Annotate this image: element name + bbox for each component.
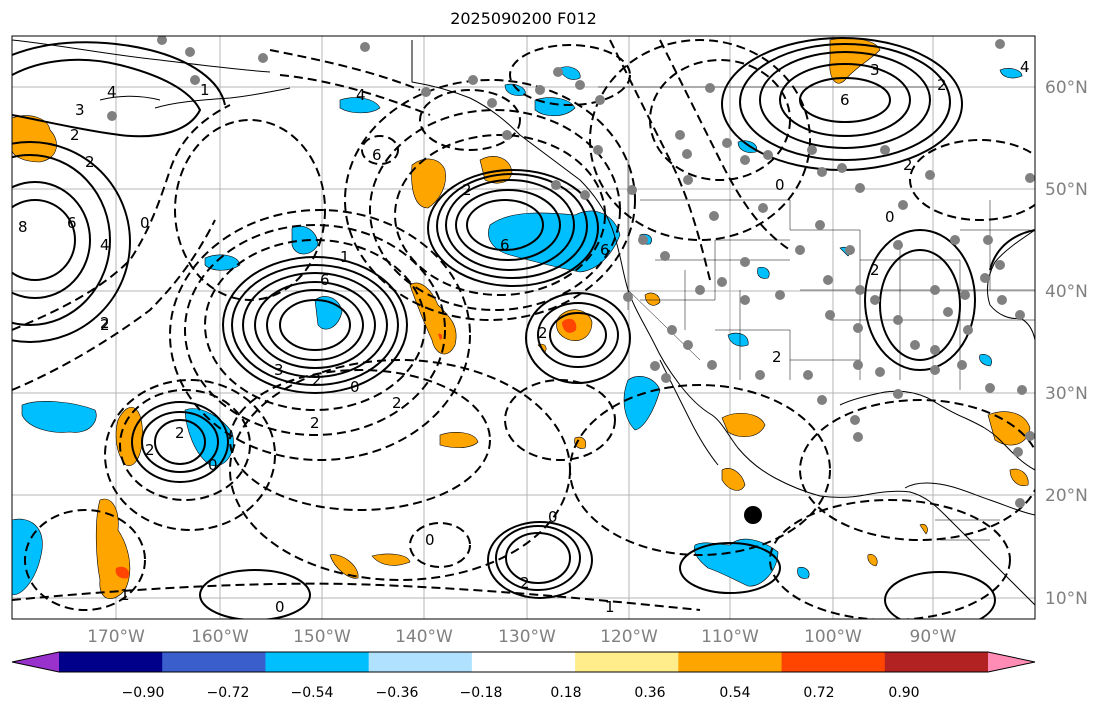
contour-label: 2 (70, 126, 80, 144)
contour-label: 2 (312, 371, 322, 389)
contour-label: 2 (85, 153, 95, 171)
colorbar-tick-label: −0.72 (207, 685, 250, 701)
lat-label: 40°N (1045, 282, 1088, 302)
lon-label: 110°W (701, 627, 759, 647)
contour-label: 4 (356, 86, 366, 104)
contour-label: 2 (145, 441, 155, 459)
contour-label: 2 (538, 324, 548, 342)
colorbar (11, 651, 1036, 673)
contour-label: 1 (605, 598, 615, 616)
colorbar-tick-label: 0.18 (550, 685, 581, 701)
colorbar-tick-label: −0.54 (291, 685, 334, 701)
contour-label: 6 (840, 91, 850, 109)
contour-label: 1 (200, 81, 210, 99)
colorbar-tick-label: 0.36 (634, 685, 665, 701)
lat-label: 20°N (1045, 486, 1088, 506)
colorbar-segment (59, 652, 163, 672)
lon-label: 140°W (395, 627, 453, 647)
lat-label: 10°N (1045, 589, 1088, 609)
colorbar-segment (781, 652, 886, 672)
colorbar-segment (884, 652, 989, 672)
contour-label: 1 (340, 248, 350, 266)
shaded-strong-positive (115, 318, 577, 579)
lon-label: 100°W (804, 627, 862, 647)
contour-label: 2 (870, 261, 880, 279)
colorbar-tick-label: −0.18 (460, 685, 503, 701)
colorbar-segment (368, 652, 473, 672)
contour-label: 6 (320, 271, 330, 289)
contour-label: 6 (372, 146, 382, 164)
latitude-labels: 60°N 50°N 40°N 30°N 20°N 10°N (1045, 78, 1088, 609)
contour-label: 4 (100, 236, 110, 254)
map-frame (11, 35, 1036, 620)
contour-label: 2 (462, 181, 472, 199)
lon-label: 90°W (910, 627, 957, 647)
station-markers (107, 36, 1035, 508)
longitude-labels: 170°W 160°W 150°W 140°W 130°W 120°W 110°… (87, 627, 957, 647)
contour-label: 0 (275, 598, 285, 616)
contour-label: 2 (100, 316, 110, 334)
lat-label: 50°N (1045, 180, 1088, 200)
colorbar-segment (575, 652, 679, 672)
lon-label: 170°W (87, 627, 145, 647)
colorbar-segment (265, 652, 370, 672)
contour-label: 2 (175, 424, 185, 442)
contour-label: 0 (208, 456, 218, 474)
colorbar-tick-label: 0.54 (719, 685, 750, 701)
contour-label: 0 (775, 176, 785, 194)
contour-label: 3 (274, 361, 284, 379)
colorbar-tick-label: −0.36 (376, 685, 419, 701)
point-marker (744, 506, 762, 524)
contour-label: 0 (350, 378, 360, 396)
contour-label: 2 (392, 394, 402, 412)
lon-label: 160°W (191, 627, 249, 647)
colorbar-outline (11, 651, 1036, 673)
lat-label: 30°N (1045, 384, 1088, 404)
lon-label: 130°W (498, 627, 556, 647)
contour-label: 0 (548, 508, 558, 526)
lat-label: 60°N (1045, 78, 1088, 98)
colorbar-segment (471, 652, 576, 672)
lon-label: 120°W (600, 627, 658, 647)
contour-label: 6 (500, 236, 510, 254)
dashed-contours (12, 39, 1035, 619)
contour-label: 1 (120, 586, 130, 604)
contour-label: 3 (870, 61, 880, 79)
colorbar-extend-low (12, 652, 59, 672)
contour-label: 0 (140, 214, 150, 232)
colorbar-tick-label: −0.90 (122, 685, 165, 701)
colorbar-segment (162, 652, 266, 672)
lon-label: 150°W (293, 627, 351, 647)
contour-label: 2 (903, 156, 913, 174)
contour-label: 2 (520, 574, 530, 592)
contour-label: 2 (937, 76, 947, 94)
colorbar-tick-labels: −0.90 −0.72 −0.54 −0.36 −0.18 0.18 0.36 … (122, 685, 920, 701)
colorbar-extend-high (988, 652, 1035, 672)
contour-label: 6 (67, 214, 77, 232)
contour-label: 0 (425, 531, 435, 549)
contour-label: 0 (885, 208, 895, 226)
colorbar-tick-label: 0.72 (803, 685, 834, 701)
colorbar-tick-label: 0.90 (888, 685, 919, 701)
contour-label: 8 (18, 218, 28, 236)
contour-label: 2 (772, 348, 782, 366)
contour-labels: 2 4 6 8 0 2 3 1 2 4 6 2 3 6 2 4 1 3 6 2 … (18, 58, 1030, 616)
colorbar-segment (678, 652, 783, 672)
contour-label: 2 (310, 414, 320, 432)
contour-label: 6 (600, 241, 610, 259)
map-title: 2025090200 F012 (450, 9, 597, 28)
contour-label: 4 (1020, 58, 1030, 76)
contour-label: 4 (107, 83, 117, 101)
map-area (12, 36, 1035, 619)
contour-label: 2 (100, 314, 110, 332)
contour-label: 3 (75, 101, 85, 119)
